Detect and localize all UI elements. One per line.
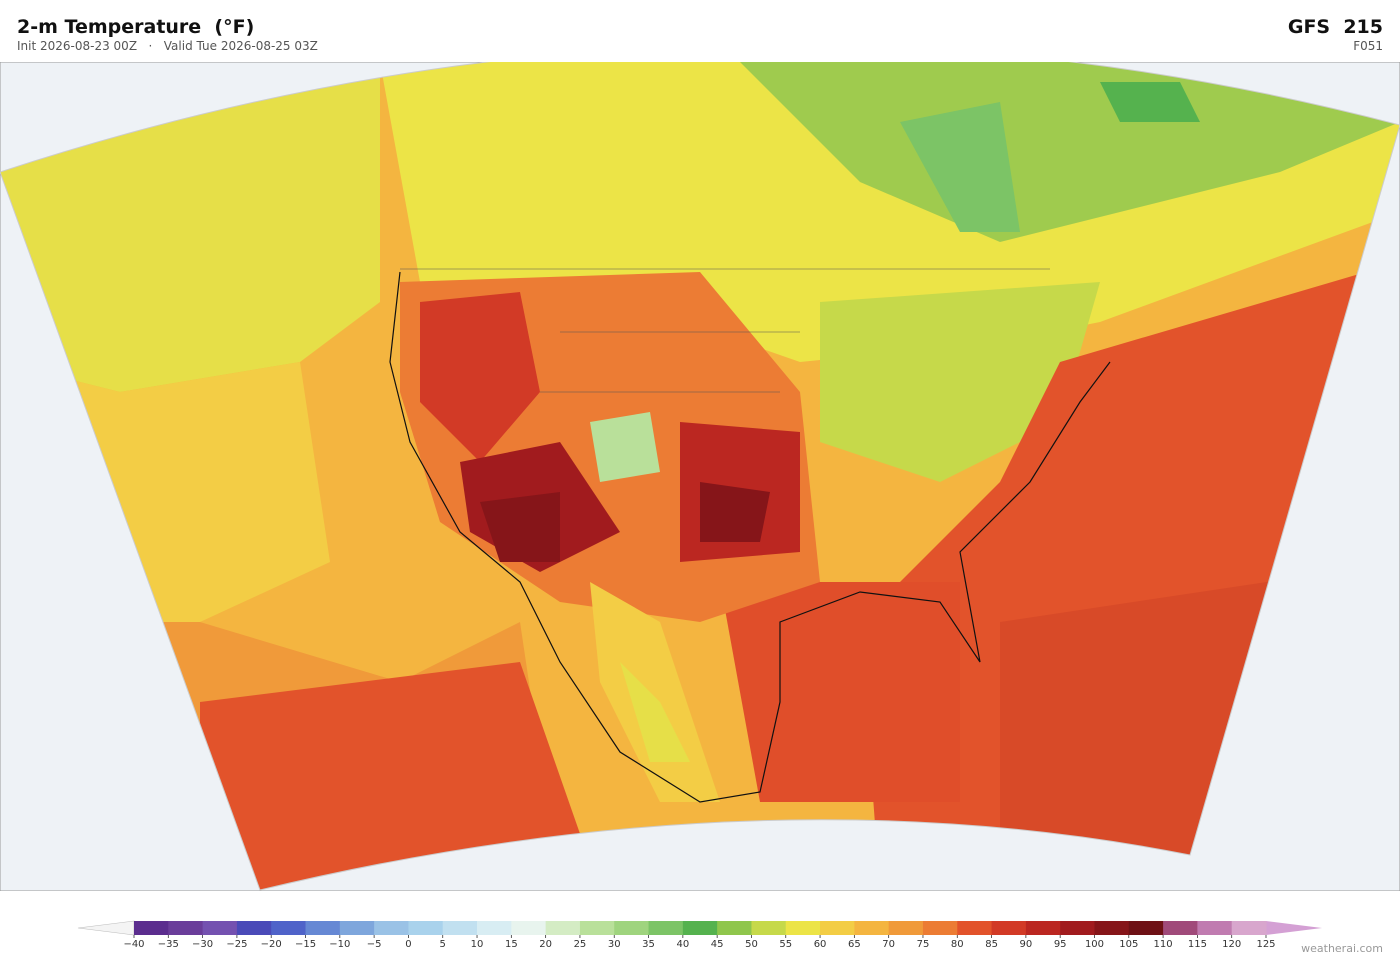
- colorbar-bin: [477, 921, 512, 935]
- separator: ·: [148, 39, 153, 53]
- model-name: GFS 215: [1287, 16, 1383, 38]
- colorbar-bin: [648, 921, 684, 935]
- colorbar-bin: [922, 921, 958, 935]
- colorbar-tick-label: −30: [192, 939, 213, 950]
- colorbar-bin: [1197, 921, 1233, 935]
- borders: [400, 268, 1050, 393]
- coastline: [389, 271, 1111, 803]
- colorbar-bin: [1163, 921, 1198, 935]
- colorbar-tick-label: 40: [676, 939, 689, 950]
- colorbar-bin: [614, 921, 650, 935]
- temperature-field: [0, 62, 1400, 890]
- colorbar-bin: [957, 921, 993, 935]
- colorbar-bin: [991, 921, 1027, 935]
- colorbar-bin: [1231, 921, 1267, 935]
- colorbar-tick-label: 55: [779, 939, 792, 950]
- colorbar-tick-label: −20: [261, 939, 282, 950]
- colorbar-bin: [1128, 921, 1164, 935]
- colorbar-tick-label: −25: [226, 939, 247, 950]
- colorbar-bin: [374, 921, 409, 935]
- colorbar-tick-label: 80: [951, 939, 964, 950]
- colorbar-tick-label: 10: [471, 939, 484, 950]
- colorbar-tick-label: 75: [917, 939, 930, 950]
- subtitle: Init 2026-08-23 00Z · Valid Tue 2026-08-…: [17, 39, 318, 53]
- init-time: Init 2026-08-23 00Z: [17, 39, 138, 53]
- colorbar-tick-label: −10: [329, 939, 350, 950]
- colorbar-tick-label: −5: [367, 939, 382, 950]
- colorbar-bin: [785, 921, 821, 935]
- colorbar-bin: [134, 921, 169, 935]
- colorbar-tick-label: 65: [848, 939, 861, 950]
- colorbar-tick-label: 5: [440, 939, 446, 950]
- colorbar-tick-label: 105: [1119, 939, 1138, 950]
- colorbar-bin: [751, 921, 787, 935]
- colorbar-tick-label: 30: [608, 939, 621, 950]
- colorbar-tick-label: 95: [1054, 939, 1067, 950]
- colorbar-tick-label: 100: [1085, 939, 1104, 950]
- watermark: weatherai.com: [1301, 942, 1383, 955]
- domain-outline: [0, 62, 1400, 891]
- colorbar-bin: [236, 921, 272, 935]
- colorbar-tick-label: 35: [642, 939, 655, 950]
- colorbar-bin: [168, 921, 204, 935]
- valid-time: Valid Tue 2026-08-25 03Z: [163, 39, 318, 53]
- colorbar-tick-label: 20: [539, 939, 552, 950]
- colorbar-tick-label: 90: [1020, 939, 1033, 950]
- colorbar-tick-label: 45: [711, 939, 724, 950]
- colorbar-tick-label: 115: [1188, 939, 1207, 950]
- colorbar-tick-label: −40: [123, 939, 144, 950]
- colorbar-tick-label: 25: [574, 939, 587, 950]
- colorbar-bin: [339, 921, 375, 935]
- colorbar-bin: [442, 921, 478, 935]
- colorbar-bin: [545, 921, 581, 935]
- colorbar-bin: [717, 921, 752, 935]
- colorbar-tick-label: 110: [1154, 939, 1173, 950]
- colorbar-tick-label: 120: [1222, 939, 1241, 950]
- colorbar-over: [1266, 921, 1322, 935]
- colorbar: −40 −35 −30 −25 −20 −15 −10 −5 0 5 10 15 20 25 30 35 40 4…: [77, 920, 1322, 950]
- colorbar-under: [77, 920, 135, 936]
- colorbar-bin: [682, 921, 718, 935]
- colorbar-tick-label: 15: [505, 939, 518, 950]
- colorbar-bin: [888, 921, 924, 935]
- colorbar-tick-label: −15: [295, 939, 316, 950]
- colorbar-tick-label: 0: [405, 939, 411, 950]
- colorbar-bin: [1094, 921, 1130, 935]
- colorbar-bin: [854, 921, 890, 935]
- colorbar-tick-label: 50: [745, 939, 758, 950]
- colorbar-tick-label: 85: [985, 939, 998, 950]
- colorbar-tick-label: 60: [814, 939, 827, 950]
- colorbar-bin: [579, 921, 615, 935]
- colorbar-tick-label: −35: [158, 939, 179, 950]
- colorbar-bin: [305, 921, 341, 935]
- colorbar-bin: [408, 921, 444, 935]
- colorbar-bin: [511, 921, 547, 935]
- colorbar-tick-label: 70: [882, 939, 895, 950]
- colorbar-bin: [202, 921, 238, 935]
- colorbar-bin: [820, 921, 855, 935]
- colorbar-bin: [1025, 921, 1061, 935]
- title: 2-m Temperature (°F): [17, 16, 255, 38]
- colorbar-bin: [1060, 921, 1095, 935]
- forecast-hour: F051: [1353, 39, 1383, 53]
- colorbar-tick-label: 125: [1256, 939, 1275, 950]
- colorbar-bin: [271, 921, 307, 935]
- map: [0, 62, 1400, 891]
